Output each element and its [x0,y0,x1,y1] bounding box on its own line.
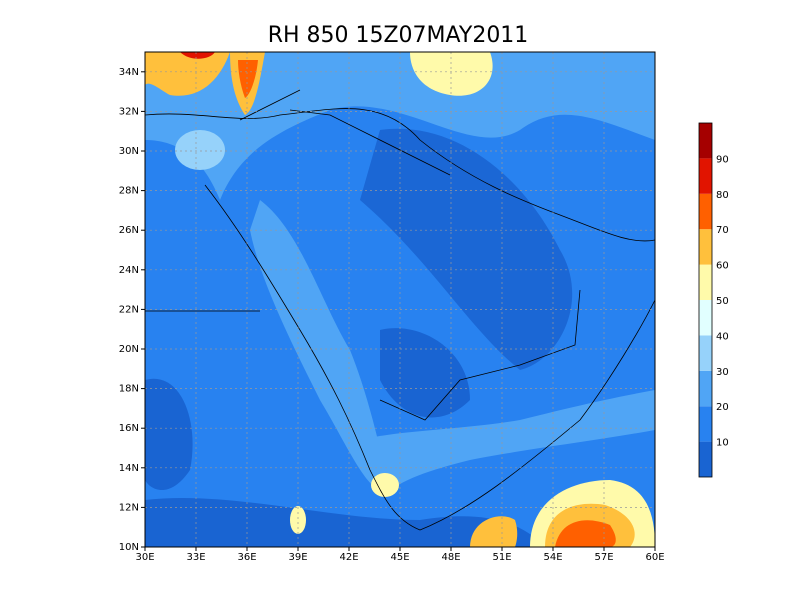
colorbar: 10 20 30 40 50 60 70 80 90 [698,122,729,478]
lat-label: 34N [119,67,139,78]
colorbar-label: 10 [716,438,729,449]
map-frame [144,51,656,548]
lon-label: 42E [339,552,358,563]
colorbar-segment [699,229,712,265]
lon-label: 57E [594,552,613,563]
lat-label: 10N [119,542,139,553]
lat-label: 20N [119,344,139,355]
lon-label: 39E [288,552,307,563]
lon-label: 45E [390,552,409,563]
colorbar-frame [698,122,713,478]
lon-label: 33E [186,552,205,563]
colorbar-label: 70 [716,225,729,236]
lat-label: 12N [119,502,139,513]
colorbar-segment [699,300,712,336]
colorbar-segment [699,406,712,442]
lon-label: 30E [135,552,154,563]
colorbar-label: 90 [716,154,729,165]
lat-label: 24N [119,265,139,276]
graticule: 30E 33E 36E 39E 42E 45E 48E 51E 54E 57E 60E 10N 12N 1… [119,52,665,563]
lat-label: 16N [119,423,139,434]
lat-label: 30N [119,146,139,157]
lon-label: 51E [492,552,511,563]
colorbar-segment [699,335,712,371]
colorbar-segment [699,441,712,477]
colorbar-label: 40 [716,331,729,342]
lon-label: 48E [441,552,460,563]
lon-label: 36E [237,552,256,563]
lat-label: 26N [119,225,139,236]
colorbar-segment [699,264,712,300]
map-title: RH 850 15Z07MAY2011 [268,23,529,48]
colorbar-segment [699,158,712,194]
lat-label: 14N [119,463,139,474]
colorbar-segment [699,123,712,159]
colorbar-label: 30 [716,367,729,378]
colorbar-label: 20 [716,402,729,413]
lat-label: 22N [119,304,139,315]
lat-label: 28N [119,186,139,197]
colorbar-label: 50 [716,296,729,307]
colorbar-label: 60 [716,261,729,272]
rh-field [145,52,655,547]
lat-label: 32N [119,106,139,117]
lat-label: 18N [119,384,139,395]
lon-label: 54E [543,552,562,563]
colorbar-segment [699,370,712,407]
colorbar-label: 80 [716,190,729,201]
colorbar-segment [699,193,712,230]
lon-label: 60E [645,552,664,563]
